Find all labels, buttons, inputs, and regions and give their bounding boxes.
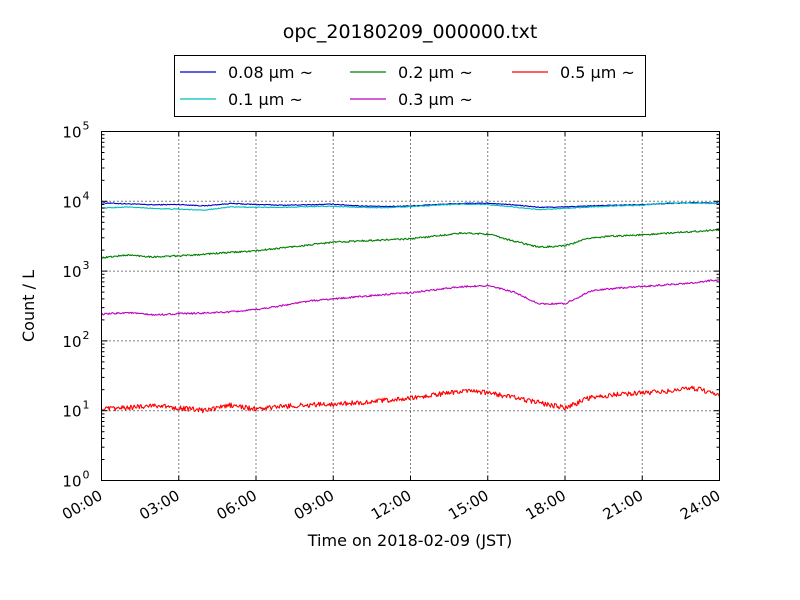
y-tick-label: 10 xyxy=(62,333,81,351)
x-tick-label: 00:00 xyxy=(59,486,105,523)
series-line-3 xyxy=(101,228,720,260)
x-tick-label: 24:00 xyxy=(677,486,723,523)
chart-title: opc_20180209_000000.txt xyxy=(283,21,538,43)
series-line-2 xyxy=(101,201,720,211)
legend-box xyxy=(174,55,646,117)
ticks: 00:00 03:00 06:00 09:00 12:00 15:00 18:00 21:00… xyxy=(59,120,723,524)
x-axis-label: Time on 2018-02-09 (JST) xyxy=(307,531,512,550)
y-tick-label: 10 xyxy=(62,403,81,421)
legend: 0.08 μm ~ 0.1 μm ~ 0.2 μm ~ 0.3 μm ~ 0.5 μm … xyxy=(174,55,646,117)
legend-label: 0.1 μm ~ xyxy=(228,90,303,109)
x-tick-label: 12:00 xyxy=(368,486,414,523)
x-tick-label: 09:00 xyxy=(291,486,337,523)
y-tick-label: 10 xyxy=(62,193,81,211)
legend-label: 0.5 μm ~ xyxy=(560,63,635,82)
y-axis-label: Count / L xyxy=(19,270,38,342)
legend-label: 0.2 μm ~ xyxy=(398,63,473,82)
y-tick-label: 10 xyxy=(62,263,81,281)
y-tick-exponent: 4 xyxy=(83,189,90,202)
legend-label: 0.08 μm ~ xyxy=(228,63,313,82)
y-tick-exponent: 5 xyxy=(83,120,90,133)
series-layer xyxy=(101,201,720,414)
grid xyxy=(101,131,720,481)
y-tick-exponent: 3 xyxy=(83,259,90,272)
y-tick-label: 10 xyxy=(62,124,81,142)
y-tick-exponent: 2 xyxy=(83,329,90,342)
x-tick-label: 21:00 xyxy=(600,486,646,523)
legend-label: 0.3 μm ~ xyxy=(398,90,473,109)
x-tick-label: 15:00 xyxy=(445,486,491,523)
y-tick-exponent: 0 xyxy=(83,469,90,482)
y-tick-label: 10 xyxy=(62,473,81,491)
x-tick-label: 18:00 xyxy=(523,486,569,523)
y-tick-exponent: 1 xyxy=(83,399,90,412)
series-line-4 xyxy=(101,279,720,316)
x-tick-label: 06:00 xyxy=(214,486,260,523)
x-tick-label: 03:00 xyxy=(136,486,182,523)
series-line-5 xyxy=(101,385,720,414)
